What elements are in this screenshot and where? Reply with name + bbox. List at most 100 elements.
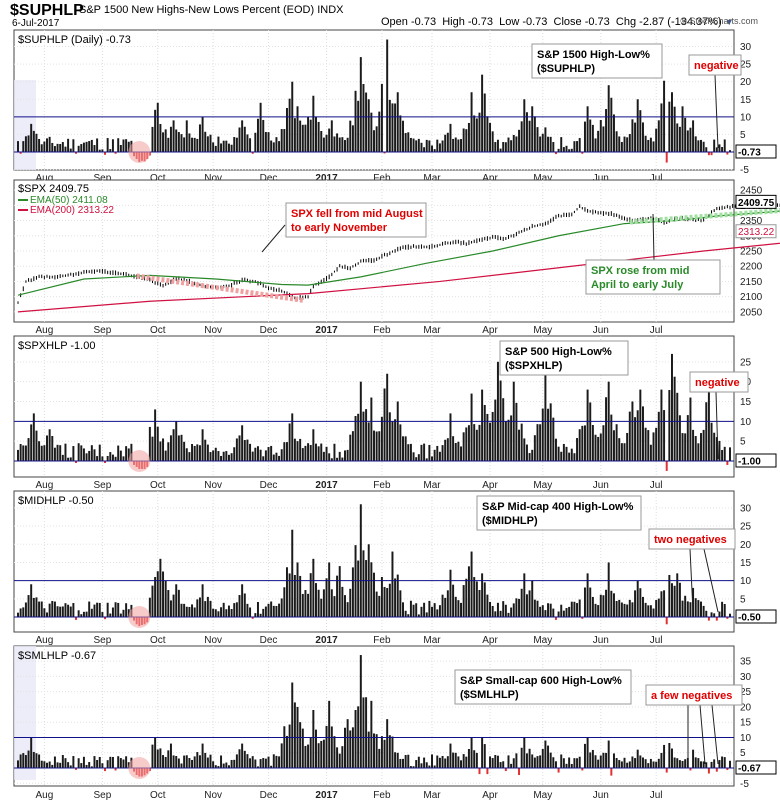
data-bar <box>367 731 370 768</box>
x-tick-label: Aug <box>35 325 53 336</box>
data-bar <box>67 604 70 617</box>
data-bar <box>539 136 542 152</box>
data-bar <box>64 758 67 768</box>
data-bar <box>460 602 463 617</box>
data-bar <box>101 763 104 768</box>
data-bar <box>96 602 99 617</box>
data-bar <box>612 114 615 152</box>
data-bar <box>678 126 681 152</box>
data-bar <box>293 118 296 152</box>
data-bar <box>552 757 555 768</box>
data-bar <box>697 600 700 617</box>
data-bar <box>185 120 188 152</box>
annotation-negative: negative <box>694 60 739 72</box>
data-bar <box>684 117 687 152</box>
data-bar <box>573 453 576 461</box>
data-bar <box>700 601 702 617</box>
y-tick-label: 30 <box>740 42 752 53</box>
data-bar <box>17 760 19 768</box>
data-bar <box>328 700 331 768</box>
data-bar <box>494 611 497 617</box>
data-bar <box>499 610 502 617</box>
data-bar <box>520 588 523 617</box>
data-bar <box>209 754 212 768</box>
data-bar <box>504 604 507 617</box>
data-bar <box>420 444 423 461</box>
data-bar <box>233 447 236 461</box>
data-bar <box>82 448 85 461</box>
data-bar <box>283 726 286 768</box>
data-bar <box>412 766 415 768</box>
data-bar <box>660 389 663 461</box>
data-bar <box>159 748 162 768</box>
x-tick-label: Jun <box>593 790 609 800</box>
annotation-label: S&P 500 High-Low% <box>505 346 612 358</box>
data-bar <box>93 604 96 617</box>
data-bar <box>507 419 510 461</box>
data-bar <box>264 450 267 461</box>
data-bar <box>718 144 721 152</box>
dropdown-triangle-icon[interactable]: ▼ <box>724 17 734 27</box>
data-bar <box>689 127 692 152</box>
data-bar <box>578 429 581 461</box>
data-bar <box>652 141 655 152</box>
data-bar <box>19 608 22 617</box>
negative-bar <box>104 152 107 155</box>
data-bar <box>441 445 444 461</box>
data-bar <box>164 129 167 152</box>
x-tick-label: 2017 <box>315 480 338 491</box>
data-bar <box>626 432 629 461</box>
y-tick-label: 25 <box>740 60 752 71</box>
negative-bar <box>726 152 729 155</box>
data-bar <box>612 430 615 461</box>
data-bar <box>678 582 681 617</box>
data-bar <box>169 126 172 152</box>
data-bar <box>531 580 534 617</box>
data-bar <box>212 608 215 617</box>
data-bar <box>402 602 404 617</box>
y-tick-label: 2350 <box>740 216 763 227</box>
data-bar <box>304 445 307 461</box>
data-bar <box>581 425 584 461</box>
data-bar <box>409 766 412 768</box>
data-bar <box>615 424 618 461</box>
data-bar <box>278 141 281 152</box>
data-bar <box>72 139 75 152</box>
data-bar <box>320 598 323 617</box>
data-bar <box>344 450 346 461</box>
data-bar <box>391 103 394 152</box>
data-bar <box>407 754 410 768</box>
data-bar <box>636 99 639 152</box>
data-bar <box>341 457 344 461</box>
data-bar <box>620 761 623 768</box>
data-bar <box>30 123 33 152</box>
data-bar <box>647 763 650 768</box>
data-bar <box>531 449 534 461</box>
data-bar <box>82 611 85 617</box>
y-tick-label: 10 <box>740 576 752 587</box>
data-bar <box>114 456 117 461</box>
panel-suphlp: -5051015202530AugSepOctNovDec2017FebMarA… <box>13 29 777 184</box>
chg-label: Chg <box>615 16 637 28</box>
data-bar <box>568 757 571 768</box>
downtrend-marker <box>136 273 304 303</box>
data-bar <box>639 755 642 768</box>
data-bar <box>109 149 112 152</box>
negative-bar <box>715 768 718 772</box>
data-bar <box>700 761 702 768</box>
data-bar <box>69 606 72 617</box>
data-bar <box>383 586 386 617</box>
data-bar <box>541 748 544 768</box>
data-bar <box>220 143 223 152</box>
data-bar <box>649 758 652 768</box>
data-bar <box>191 759 194 768</box>
data-bar <box>491 758 494 768</box>
data-bar <box>634 758 637 768</box>
data-bar <box>478 424 481 461</box>
data-bar <box>154 109 157 152</box>
data-bar <box>272 454 275 461</box>
annotation-label: ($SMLHLP) <box>460 689 519 701</box>
data-bar <box>32 597 35 617</box>
data-bar <box>591 124 594 152</box>
data-bar <box>557 148 560 152</box>
